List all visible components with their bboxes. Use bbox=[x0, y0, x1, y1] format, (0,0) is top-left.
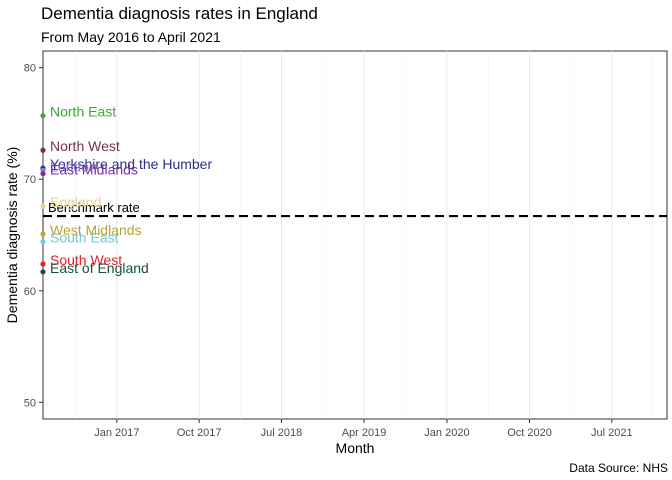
y-tick-label: 80 bbox=[24, 63, 36, 75]
benchmark-label: Benchmark rate bbox=[48, 200, 140, 215]
chart-title: Dementia diagnosis rates in England bbox=[41, 4, 318, 23]
y-tick-label: 60 bbox=[24, 286, 36, 298]
points-layer bbox=[40, 113, 46, 275]
x-tick-label: Apr 2019 bbox=[342, 427, 387, 439]
data-point bbox=[40, 261, 46, 267]
data-point bbox=[40, 171, 46, 177]
point-label: London bbox=[50, 158, 97, 174]
point-label: East of England bbox=[50, 260, 149, 276]
plot-panel bbox=[42, 50, 668, 420]
x-tick-label: Jul 2018 bbox=[261, 427, 303, 439]
labels-layer: Benchmark rate North East North West Yorksh… bbox=[48, 104, 212, 276]
y-tick-label: 70 bbox=[24, 174, 36, 186]
point-label: East Midlands bbox=[50, 162, 138, 178]
x-tick-label: Oct 2017 bbox=[177, 427, 222, 439]
data-source-caption: Data Source: NHS bbox=[569, 461, 668, 475]
point-label: South West bbox=[50, 252, 122, 268]
point-label: North West bbox=[50, 138, 120, 154]
y-tick-label: 50 bbox=[24, 397, 36, 409]
x-tick-label: Jul 2021 bbox=[591, 427, 633, 439]
x-tick-label: Oct 2020 bbox=[507, 427, 552, 439]
x-axis-title: Month bbox=[336, 440, 375, 456]
x-tick-label: Jan 2017 bbox=[94, 427, 139, 439]
point-label: North East bbox=[50, 104, 116, 120]
point-label: West Midlands bbox=[50, 222, 142, 238]
data-point bbox=[40, 203, 46, 209]
point-label: Yorkshire and the Humber bbox=[50, 156, 212, 172]
data-point bbox=[40, 147, 46, 153]
data-point bbox=[40, 113, 46, 119]
grid-layer bbox=[75, 51, 654, 419]
chart-subtitle: From May 2016 to April 2021 bbox=[41, 29, 221, 45]
data-point bbox=[40, 239, 46, 245]
axis-layer: Jan 2017 Oct 2017 Jul 2018 Apr 2019 Jan 2020… bbox=[24, 63, 633, 439]
data-point bbox=[40, 231, 46, 237]
y-axis-title: Dementia diagnosis rate (%) bbox=[4, 147, 20, 324]
point-label: South East bbox=[50, 230, 119, 246]
point-label: England bbox=[50, 194, 101, 210]
data-point bbox=[40, 269, 46, 275]
x-tick-label: Jan 2020 bbox=[424, 427, 469, 439]
